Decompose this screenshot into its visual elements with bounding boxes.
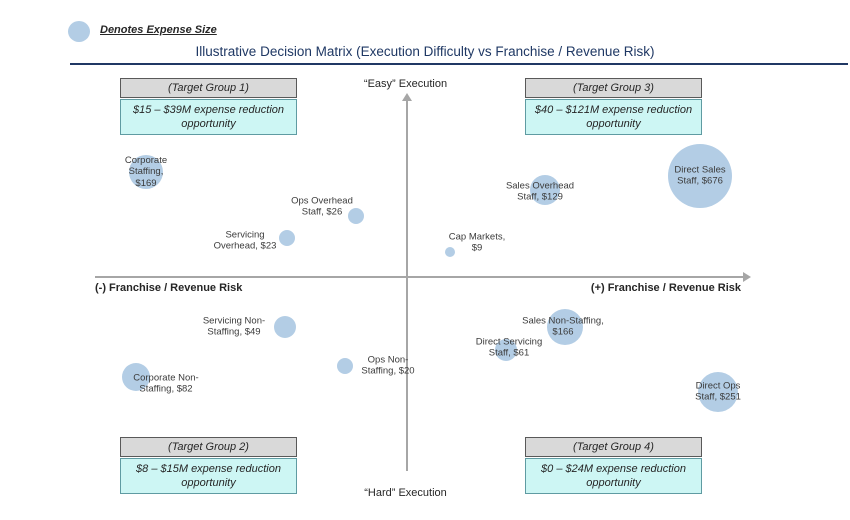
bubble-label-corporate-staffing: Corporate Staffing, $169 xyxy=(124,154,168,189)
y-axis-top-label: “Easy” Execution xyxy=(363,78,448,90)
bubble-sales-overhead-staff xyxy=(530,175,560,205)
bubble-ops-non-staffing xyxy=(337,358,353,374)
bubble-label-direct-servicing-staff: Direct Servicing Staff, $61 xyxy=(475,336,543,359)
x-axis-arrow-icon xyxy=(743,272,751,282)
target-group-3-body: $40 – $121M expense reduction opportunit… xyxy=(525,99,702,135)
bubble-servicing-non-staffing xyxy=(274,316,296,338)
bubble-label-cap-markets: Cap Markets, $9 xyxy=(448,231,506,254)
target-group-4-body: $0 – $24M expense reduction opportunity xyxy=(525,458,702,494)
y-axis-line xyxy=(406,100,408,471)
y-axis-bottom-label: “Hard” Execution xyxy=(364,487,447,499)
target-group-2-body: $8 – $15M expense reduction opportunity xyxy=(120,458,297,494)
x-axis-right-label: (+) Franchise / Revenue Risk xyxy=(590,282,741,294)
target-group-4-header: (Target Group 4) xyxy=(525,437,702,457)
bubble-label-corporate-non-staffing: Corporate Non- Staffing, $82 xyxy=(133,372,199,395)
x-axis-line xyxy=(95,276,743,278)
bubble-direct-servicing-staff xyxy=(495,339,517,361)
title-divider xyxy=(70,63,848,65)
bubble-direct-ops-staff xyxy=(698,372,738,412)
bubble-servicing-overhead xyxy=(279,230,295,246)
bubble-label-direct-sales-staff: Direct Sales Staff, $676 xyxy=(674,164,726,187)
target-group-1-body: $15 – $39M expense reduction opportunity xyxy=(120,99,297,135)
bubble-label-ops-non-staffing: Ops Non- Staffing, $20 xyxy=(361,354,415,377)
bubble-cap-markets xyxy=(445,247,455,257)
target-group-3-header: (Target Group 3) xyxy=(525,78,702,98)
bubble-ops-overhead-staff xyxy=(348,208,364,224)
expense-size-legend-bubble-icon xyxy=(68,21,90,42)
y-axis-arrow-icon xyxy=(402,93,412,101)
target-group-2-header: (Target Group 2) xyxy=(120,437,297,457)
bubble-corporate-non-staffing xyxy=(122,363,150,391)
page-title: Illustrative Decision Matrix (Execution … xyxy=(195,44,655,59)
x-axis-left-label: (-) Franchise / Revenue Risk xyxy=(95,282,243,294)
bubble-sales-non-staffing xyxy=(547,309,583,345)
bubble-label-direct-ops-staff: Direct Ops Staff, $251 xyxy=(695,380,741,403)
bubble-corporate-staffing xyxy=(129,155,163,189)
bubble-label-servicing-overhead: Servicing Overhead, $23 xyxy=(213,229,277,252)
bubble-label-sales-non-staffing: Sales Non-Staffing, $166 xyxy=(522,315,604,338)
target-group-1-header: (Target Group 1) xyxy=(120,78,297,98)
bubble-direct-sales-staff xyxy=(668,144,732,208)
bubble-label-ops-overhead-staff: Ops Overhead Staff, $26 xyxy=(291,195,353,218)
bubble-label-sales-overhead-staff: Sales Overhead Staff, $129 xyxy=(505,180,575,203)
bubble-label-servicing-non-staffing: Servicing Non- Staffing, $49 xyxy=(202,315,266,338)
expense-size-legend-label: Denotes Expense Size xyxy=(100,24,217,36)
